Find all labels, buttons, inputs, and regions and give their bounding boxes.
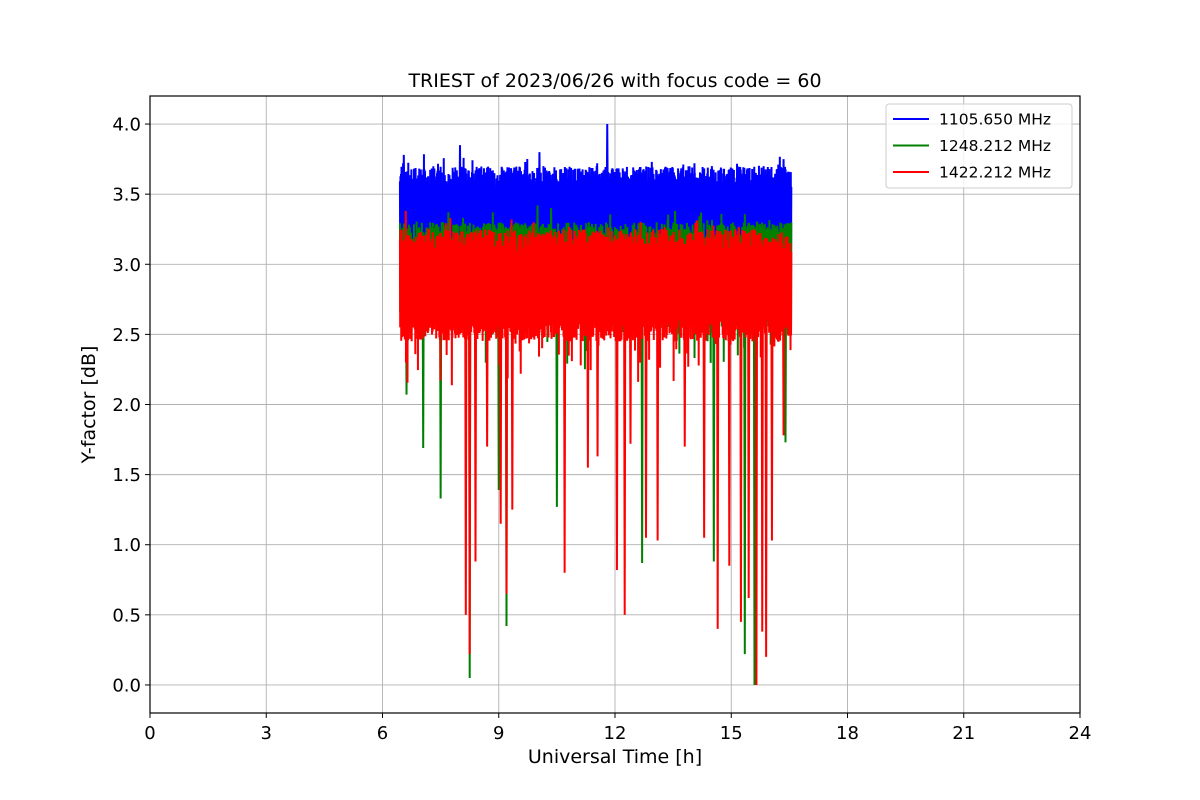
axis-ticks: 0 3 6 9 12 15 18 21 24 0.0 0.5 1.0 1.5 2.0 2.5 3.0 3.5 4.… xyxy=(112,115,1091,744)
y-tick-label: 1.0 xyxy=(112,535,141,556)
x-tick-label: 15 xyxy=(720,723,743,744)
legend: 1105.650 MHz 1248.212 MHz 1422.212 MHz xyxy=(885,103,1073,189)
chart-title: TRIEST of 2023/06/26 with focus code = 6… xyxy=(407,70,821,92)
x-tick-label: 9 xyxy=(493,723,504,744)
y-tick-label: 4.0 xyxy=(112,115,141,136)
legend-box xyxy=(885,103,1073,189)
y-axis-label: Y-factor [dB] xyxy=(78,346,100,465)
series-layer xyxy=(398,124,793,685)
y-tick-label: 0.5 xyxy=(112,605,141,626)
y-tick-label: 0.0 xyxy=(112,675,141,696)
y-tick-label: 3.5 xyxy=(112,185,141,206)
x-tick-label: 21 xyxy=(952,723,975,744)
y-tick-label: 3.0 xyxy=(112,255,141,276)
x-tick-label: 24 xyxy=(1069,723,1092,744)
y-tick-label: 2.0 xyxy=(112,395,141,416)
legend-label-2: 1248.212 MHz xyxy=(939,137,1051,155)
legend-label-3: 1422.212 MHz xyxy=(939,164,1051,182)
x-axis-label: Universal Time [h] xyxy=(528,746,702,768)
legend-label-1: 1105.650 MHz xyxy=(939,111,1051,129)
y-tick-label: 1.5 xyxy=(112,465,141,486)
series-line-3 xyxy=(398,210,793,685)
x-tick-label: 6 xyxy=(377,723,388,744)
x-tick-label: 0 xyxy=(144,723,155,744)
x-tick-label: 18 xyxy=(836,723,859,744)
x-tick-label: 12 xyxy=(604,723,627,744)
x-tick-label: 3 xyxy=(261,723,272,744)
y-tick-label: 2.5 xyxy=(112,325,141,346)
